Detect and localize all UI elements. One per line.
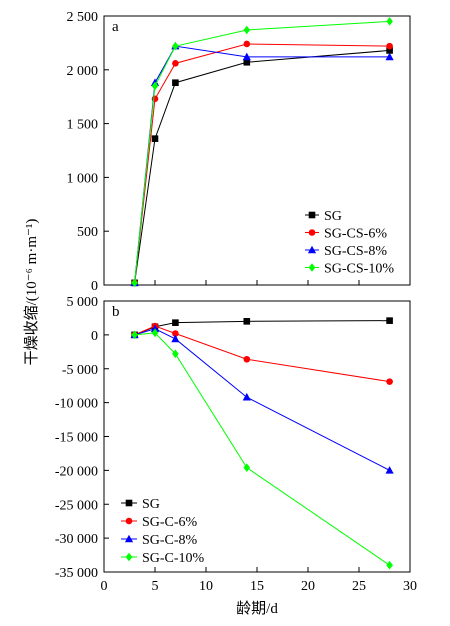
legend-marker (308, 229, 316, 236)
y-tick-label: 2 000 (67, 64, 99, 79)
data-point (243, 40, 251, 48)
panel-b-label: b (112, 304, 120, 320)
legend-entry: SG-CS-6% (305, 227, 387, 242)
legend-label: SG-CS-6% (324, 227, 387, 242)
series-sg-c-6 (131, 322, 393, 385)
legend-marker (308, 211, 316, 219)
x-tick-label: 20 (301, 579, 315, 594)
y-tick-label: 5 000 (67, 295, 99, 310)
y-tick-label: -10 000 (55, 397, 98, 412)
data-point (172, 349, 179, 359)
legend-entry: SG-C-8% (121, 533, 198, 548)
data-point (151, 328, 159, 338)
data-point (386, 560, 393, 570)
data-point (386, 42, 393, 50)
legend-label: SG (142, 497, 160, 512)
y-tick-label: 1 500 (67, 118, 99, 133)
x-tick-label: 30 (403, 579, 417, 594)
legend-entry: SG (121, 497, 160, 512)
data-point (150, 324, 160, 333)
y-tick-label: -5 000 (62, 363, 98, 378)
legend-marker (125, 552, 133, 562)
legend-entry: SG-CS-10% (305, 262, 394, 277)
legend-entry: SG-C-6% (121, 515, 198, 530)
series-layer (130, 17, 394, 570)
legend-marker (125, 499, 133, 507)
data-point (131, 330, 138, 340)
legend-entry: SG-C-10% (121, 551, 205, 566)
x-axis-title: 龄期/d (236, 600, 278, 617)
data-point (131, 278, 138, 288)
series-sg-c-8 (130, 324, 394, 474)
legend-entry: SG (305, 209, 342, 224)
y-tick-label: 0 (91, 329, 98, 344)
x-tick-label: 10 (199, 579, 213, 594)
legend-label: SG-CS-10% (324, 262, 394, 277)
data-point (385, 52, 394, 61)
data-point (243, 355, 251, 363)
legend-label: SG-C-6% (142, 515, 198, 530)
y-tick-label: 2 500 (67, 10, 99, 25)
data-point (172, 41, 179, 51)
data-point (172, 330, 179, 337)
x-tick-label: 5 (152, 579, 159, 594)
data-point (386, 47, 393, 54)
series-sg (131, 317, 393, 339)
x-tick-label: 0 (101, 579, 108, 594)
data-point (172, 79, 179, 87)
legend-layer: SG SG-CS-6% SG-CS-8% SG-CS-10% SG SG-C-6% SG-C… (121, 209, 394, 566)
legend-label: SG-CS-8% (324, 244, 387, 259)
data-point (172, 60, 179, 67)
legend-label: SG-C-10% (142, 551, 205, 566)
y-axis-title: 干燥收缩/(10⁻⁶ m·m⁻¹) (23, 219, 40, 366)
legend-marker (125, 517, 133, 525)
legend-marker (124, 534, 134, 543)
y-tick-label: 0 (91, 279, 98, 294)
data-point (151, 135, 159, 142)
y-tick-label: -30 000 (55, 532, 98, 547)
series-sg-cs-6 (131, 40, 393, 287)
y-tick-label: -20 000 (55, 464, 98, 479)
data-point (243, 318, 251, 325)
panel-a-label: a (112, 19, 119, 35)
y-tick-label: 500 (77, 225, 98, 240)
data-point (243, 25, 251, 35)
x-tick-label: 25 (352, 579, 366, 594)
y-tick-label: -25 000 (55, 498, 98, 513)
data-point (386, 17, 393, 26)
legend-marker (307, 245, 317, 254)
data-point (242, 392, 251, 401)
series-line (134, 332, 390, 566)
data-point (172, 319, 179, 326)
y-tick-label: -35 000 (55, 566, 98, 581)
data-point (385, 466, 394, 474)
data-point (171, 334, 180, 343)
data-point (386, 378, 393, 385)
legend-label: SG-C-8% (142, 533, 198, 548)
series-sg-c-10 (131, 328, 393, 570)
data-point (151, 81, 159, 91)
legend-marker (308, 263, 316, 272)
x-tick-label: 15 (250, 579, 264, 594)
panel-b-frame (103, 300, 411, 573)
data-point (243, 463, 251, 472)
series-sg-cs-10 (131, 17, 393, 288)
data-point (386, 317, 393, 324)
y-tick-label: -15 000 (55, 431, 98, 446)
legend-label: SG (324, 209, 342, 224)
data-point (243, 58, 251, 66)
series-line (134, 328, 390, 471)
legend-entry: SG-CS-8% (305, 244, 387, 259)
data-point (242, 52, 251, 61)
y-tick-label: 1 000 (67, 171, 99, 186)
